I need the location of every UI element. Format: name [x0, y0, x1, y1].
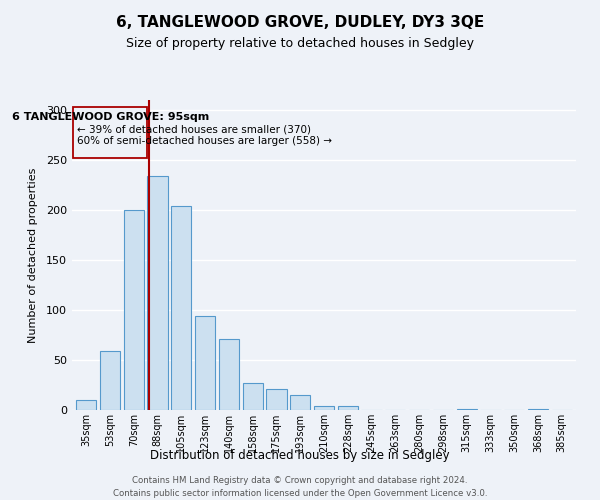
- Text: ← 39% of detached houses are smaller (370): ← 39% of detached houses are smaller (37…: [77, 124, 311, 134]
- Bar: [124, 210, 144, 410]
- FancyBboxPatch shape: [73, 107, 148, 158]
- Text: Distribution of detached houses by size in Sedgley: Distribution of detached houses by size …: [150, 448, 450, 462]
- Bar: [76, 400, 97, 410]
- Bar: [171, 206, 191, 410]
- Bar: [528, 409, 548, 410]
- Text: 6 TANGLEWOOD GROVE: 95sqm: 6 TANGLEWOOD GROVE: 95sqm: [12, 112, 209, 122]
- Bar: [219, 339, 239, 410]
- Text: Size of property relative to detached houses in Sedgley: Size of property relative to detached ho…: [126, 38, 474, 51]
- Text: 6, TANGLEWOOD GROVE, DUDLEY, DY3 3QE: 6, TANGLEWOOD GROVE, DUDLEY, DY3 3QE: [116, 15, 484, 30]
- Text: 60% of semi-detached houses are larger (558) →: 60% of semi-detached houses are larger (…: [77, 136, 332, 146]
- Bar: [242, 383, 263, 410]
- Bar: [266, 389, 287, 410]
- Bar: [195, 316, 215, 410]
- Bar: [314, 406, 334, 410]
- Bar: [338, 406, 358, 410]
- Bar: [457, 409, 477, 410]
- Bar: [148, 176, 167, 410]
- Bar: [290, 395, 310, 410]
- Bar: [100, 351, 120, 410]
- Text: Contains HM Land Registry data © Crown copyright and database right 2024.
Contai: Contains HM Land Registry data © Crown c…: [113, 476, 487, 498]
- Y-axis label: Number of detached properties: Number of detached properties: [28, 168, 38, 342]
